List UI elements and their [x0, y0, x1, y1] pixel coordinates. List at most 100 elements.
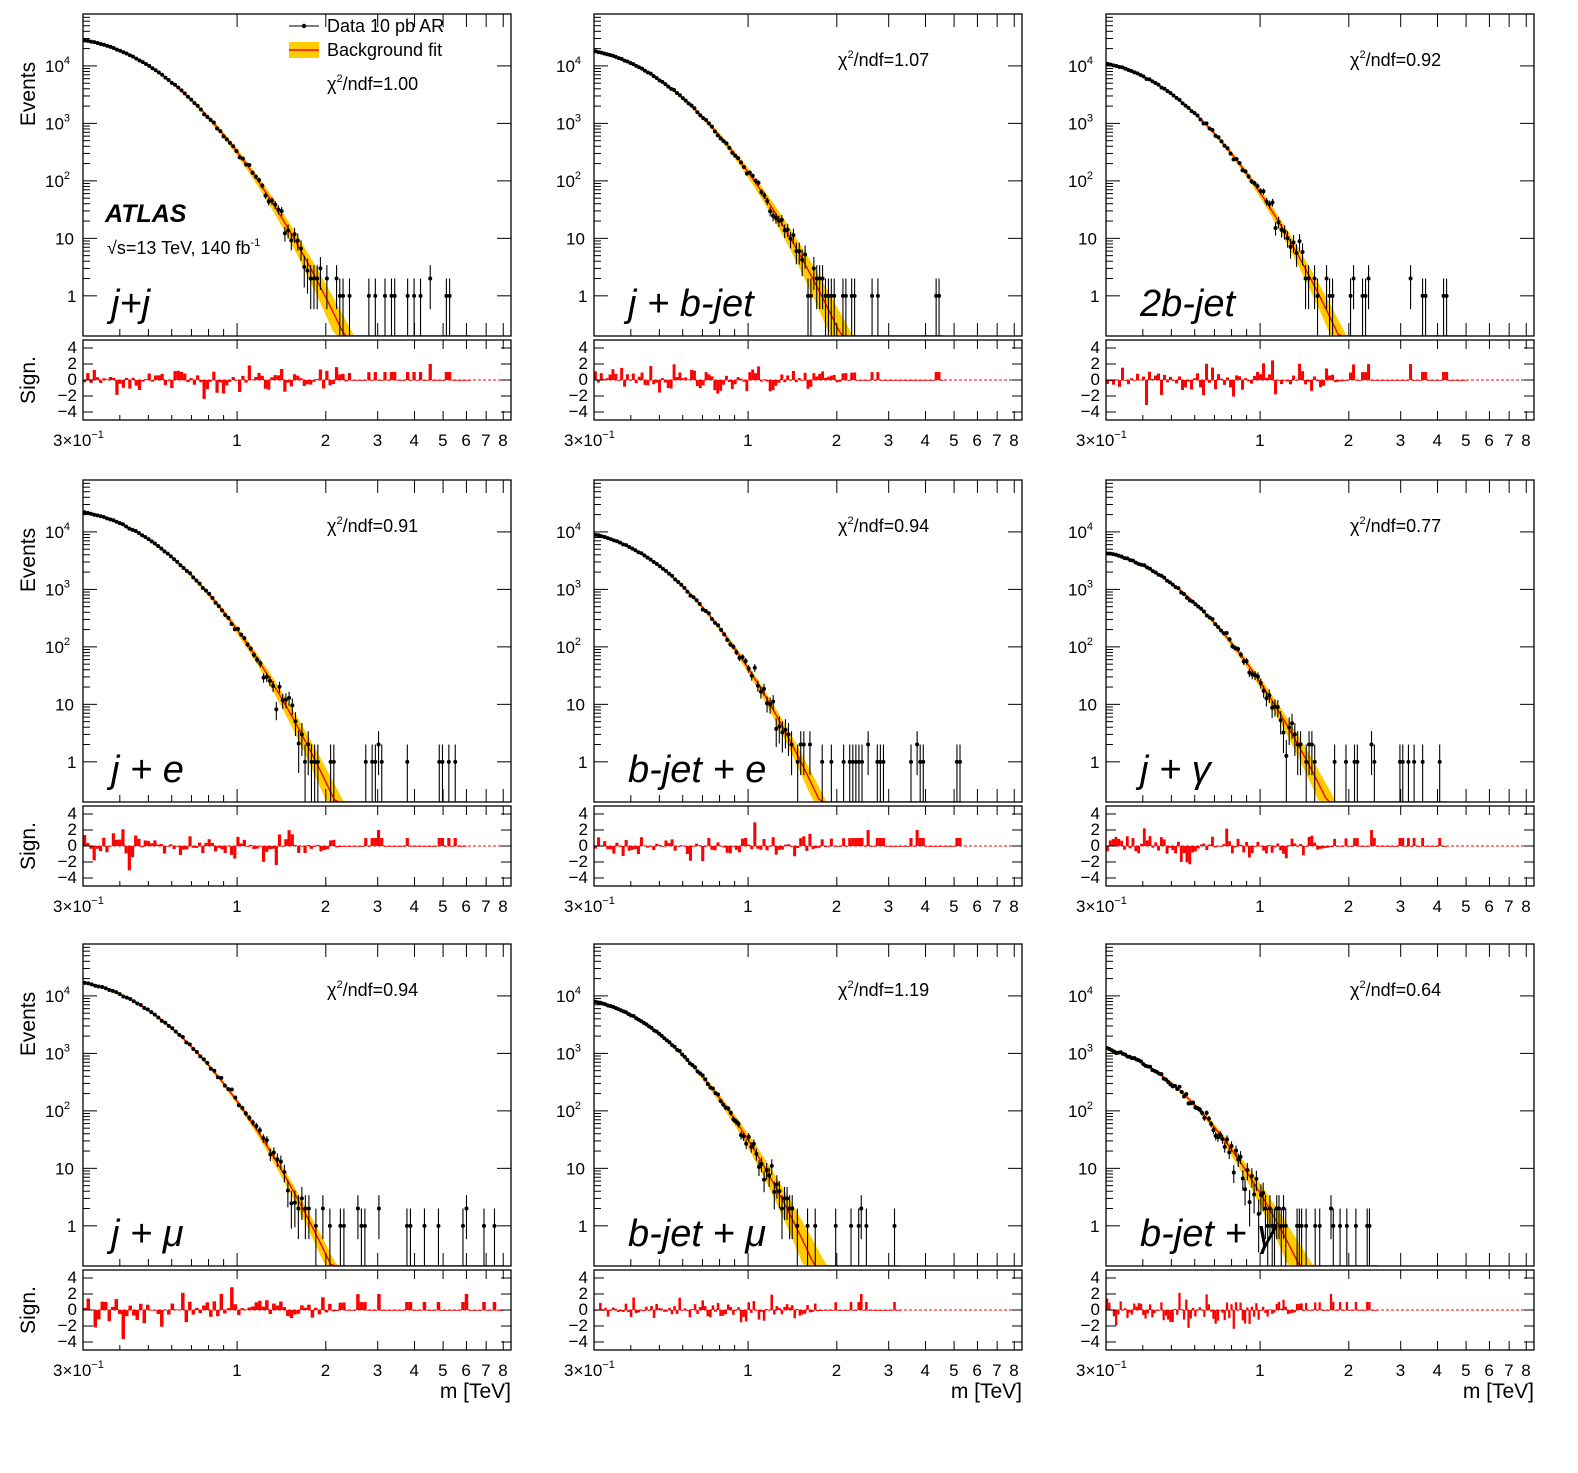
significance-bar	[1300, 1303, 1303, 1310]
x-tick-label: 4	[921, 431, 930, 450]
significance-bar	[322, 846, 326, 851]
significance-bar	[1130, 1310, 1134, 1315]
data-point	[631, 62, 636, 67]
data-point	[909, 759, 914, 764]
significance-bar	[719, 380, 723, 391]
significance-bar	[1401, 838, 1405, 846]
x-tick-label: 3	[1396, 897, 1405, 916]
significance-bar	[1291, 1310, 1294, 1313]
data-point	[1304, 1223, 1309, 1228]
significance-bar	[1142, 1310, 1145, 1315]
data-point	[187, 1042, 192, 1047]
significance-bars	[83, 364, 471, 399]
significance-bar	[637, 1310, 641, 1313]
significance-bar	[1178, 376, 1182, 380]
significance-bar	[92, 369, 96, 380]
data-point	[1331, 1223, 1336, 1228]
significance-bar	[399, 380, 403, 381]
significance-bar	[780, 846, 784, 850]
data-point	[258, 661, 263, 666]
significance-bar	[695, 380, 699, 387]
significance-bar	[668, 1307, 671, 1310]
significance-bar	[608, 374, 612, 380]
significance-bar	[1367, 364, 1371, 380]
data-point	[327, 1223, 332, 1228]
significance-bar	[646, 380, 650, 386]
significance-bar	[673, 1306, 676, 1310]
data-point	[362, 1223, 367, 1228]
significance-bar	[1128, 1310, 1131, 1313]
significance-bar	[104, 1301, 108, 1310]
significance-bar	[83, 835, 87, 846]
x-tick-label: 8	[498, 1361, 507, 1380]
x-tick-label: 6	[972, 1361, 981, 1380]
significance-bar	[1146, 1310, 1149, 1314]
data-point	[1366, 276, 1371, 281]
significance-bar	[212, 371, 216, 380]
data-point	[282, 231, 287, 236]
plot-area	[1106, 61, 1467, 336]
significance-bar	[704, 372, 708, 380]
data-point	[642, 68, 647, 73]
data-point	[1441, 293, 1446, 298]
significance-bar	[870, 372, 874, 380]
data-point	[135, 1001, 140, 1006]
significance-bar	[373, 372, 377, 380]
significance-bar	[1151, 846, 1155, 848]
data-point	[1252, 181, 1257, 186]
data-point	[101, 42, 106, 47]
significance-bar	[792, 370, 795, 380]
data-point	[280, 698, 285, 703]
significance-bar	[1210, 1310, 1213, 1312]
significance-bar	[108, 377, 113, 380]
data-point	[312, 759, 317, 764]
significance-bar	[733, 380, 737, 385]
significance-bar	[254, 1302, 259, 1310]
significance-bar	[1304, 380, 1308, 385]
significance-bar	[431, 846, 435, 847]
significance-bar	[687, 379, 691, 381]
significance-bar	[1359, 1310, 1362, 1311]
significance-bar	[447, 838, 451, 846]
significance-bar	[280, 368, 284, 380]
significance-bar	[299, 378, 303, 380]
y-tick-label: 10	[55, 695, 74, 714]
data-point	[1167, 580, 1172, 585]
significance-bar	[1265, 846, 1268, 854]
significance-bar	[775, 1306, 779, 1310]
data-point	[1150, 79, 1155, 84]
significance-bar	[380, 838, 384, 846]
significance-bar	[703, 1306, 707, 1310]
data-point	[229, 621, 234, 626]
significance-bar	[435, 380, 439, 381]
x-tick-label: 3×10−1	[53, 429, 104, 450]
significance-bar	[170, 380, 174, 389]
significance-bar	[630, 846, 634, 850]
data-point	[303, 759, 308, 764]
significance-bar	[639, 837, 644, 846]
significance-bar	[1267, 845, 1271, 846]
data-point	[89, 39, 94, 44]
significance-bar	[114, 839, 119, 846]
ratio-tick-label: 2	[579, 820, 588, 839]
data-point	[1196, 604, 1201, 609]
significance-bar	[306, 844, 310, 846]
significance-bar	[1193, 378, 1197, 380]
data-point	[98, 41, 103, 46]
x-axis-title: m [TeV]	[951, 1380, 1022, 1403]
significance-bar	[354, 846, 358, 847]
significance-bar	[149, 1309, 154, 1311]
x-tick-label: 8	[1521, 431, 1530, 450]
significance-bar	[1226, 377, 1230, 380]
data-point	[1197, 1107, 1202, 1112]
data-point	[136, 531, 141, 536]
significance-bar	[1363, 1310, 1367, 1311]
data-point	[85, 511, 90, 516]
significance-bar	[741, 838, 745, 846]
data-point	[1162, 86, 1167, 91]
significance-bar	[1277, 1301, 1281, 1310]
significance-bar	[624, 839, 628, 846]
significance-bar	[1345, 1302, 1348, 1310]
data-point	[412, 293, 417, 298]
